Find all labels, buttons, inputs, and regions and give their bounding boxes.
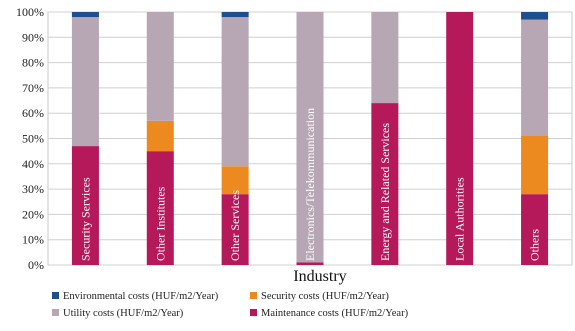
y-tick-label: 20%	[22, 207, 44, 221]
bar-segment	[221, 166, 249, 195]
bar-segment	[521, 135, 549, 195]
y-tick-label: 90%	[22, 30, 44, 44]
bar-segment	[371, 12, 399, 104]
x-category-label: Security Services	[78, 177, 92, 261]
y-tick-label: 40%	[22, 157, 44, 171]
bar-segment	[521, 12, 549, 20]
legend-swatch	[250, 292, 257, 299]
y-tick-label: 0%	[28, 258, 44, 272]
x-category-label: Local Authorities	[453, 177, 467, 261]
y-axis-ticks: 0% 10% 20% 30% 40% 50% 60% 70% 80% 90% 100%	[16, 5, 44, 272]
y-tick-label: 50%	[22, 132, 44, 146]
bars	[71, 12, 549, 265]
legend-label: Utility costs (HUF/m2/Year)	[63, 308, 184, 319]
legend-label: Security costs (HUF/m2/Year)	[261, 291, 389, 302]
bar-segment	[146, 151, 174, 265]
y-tick-label: 60%	[22, 106, 44, 120]
bar-segment	[296, 262, 324, 265]
legend-label: Maintenance costs (HUF/m2/Year)	[261, 308, 409, 319]
x-category-label: Energy and Related Services	[378, 123, 392, 261]
y-tick-label: 100%	[16, 5, 44, 19]
legend: Environmental costs (HUF/m2/Year) Securit…	[52, 291, 409, 319]
x-category-label: Others	[528, 229, 542, 261]
bar-segment	[146, 120, 174, 152]
x-category-label: Electronics/Telekommunication	[303, 108, 317, 261]
bar-segment	[146, 12, 174, 121]
bar-segment	[446, 12, 474, 265]
legend-swatch	[52, 309, 59, 316]
bar-segment	[296, 12, 324, 263]
x-category-label: Other Services	[228, 190, 242, 261]
y-tick-label: 10%	[22, 233, 44, 247]
bar-segment	[71, 146, 99, 265]
category-labels: Security Services Other Institutes Other S…	[78, 108, 541, 261]
bar-segment	[221, 17, 249, 167]
legend-label: Environmental costs (HUF/m2/Year)	[63, 291, 219, 302]
legend-swatch	[52, 292, 59, 299]
bar-segment	[221, 194, 249, 265]
bar-segment	[521, 19, 549, 136]
bar-segment	[71, 12, 99, 18]
x-axis-title: Industry	[293, 268, 346, 285]
y-tick-label: 80%	[22, 56, 44, 70]
bar-segment	[221, 12, 249, 18]
y-tick-label: 70%	[22, 81, 44, 95]
bar-segment	[521, 194, 549, 265]
x-category-label: Other Institutes	[153, 186, 167, 261]
bar-segment	[371, 103, 399, 265]
bar-segment	[71, 17, 99, 147]
y-tick-label: 30%	[22, 182, 44, 196]
legend-swatch	[250, 309, 257, 316]
